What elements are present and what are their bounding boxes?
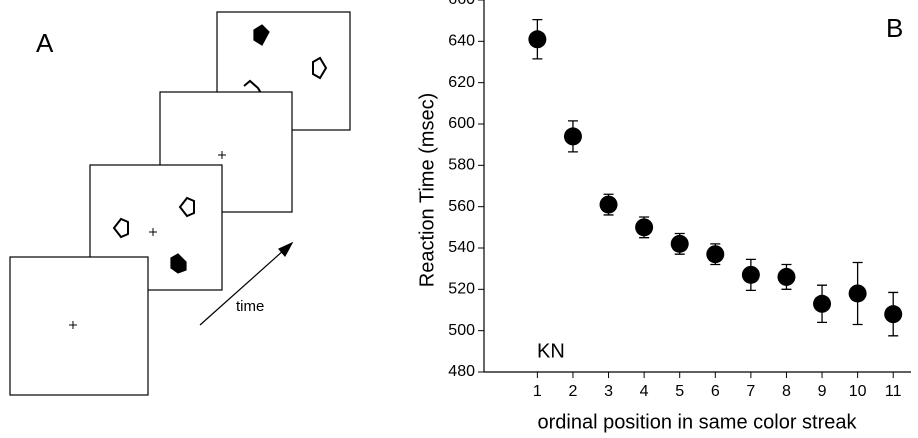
marker (884, 305, 903, 324)
marker (635, 218, 654, 237)
y-tick-label: 480 (448, 363, 475, 380)
marker (563, 127, 582, 146)
y-axis-label: Reaction Time (msec) (416, 93, 438, 288)
x-tick-label: 10 (849, 383, 867, 400)
marker (741, 265, 760, 284)
arrow-label: time (236, 298, 264, 315)
shape-outline (112, 217, 129, 239)
shape-outline (312, 56, 328, 80)
annotation: KN (537, 340, 565, 362)
x-axis-label: ordinal position in same color streak (537, 411, 857, 433)
marker (670, 234, 689, 253)
x-tick-label: 4 (640, 383, 649, 400)
y-tick-label: 600 (448, 115, 475, 132)
y-tick-label: 640 (448, 33, 475, 50)
x-tick-label: 9 (818, 383, 827, 400)
fixation (149, 228, 157, 236)
marker (848, 284, 867, 303)
target-filled (253, 24, 270, 46)
y-tick-label: 500 (448, 322, 475, 339)
y-tick-label: 580 (448, 157, 475, 174)
y-tick-label: 660 (448, 0, 475, 8)
marker (599, 195, 618, 214)
x-tick-label: 7 (746, 383, 755, 400)
y-tick-label: 540 (448, 239, 475, 256)
y-tick-label: 620 (448, 74, 475, 91)
shape-outline (178, 196, 195, 218)
x-tick-label: 5 (675, 383, 684, 400)
x-tick-label: 8 (782, 383, 791, 400)
marker (528, 30, 547, 49)
marker (813, 294, 832, 313)
y-tick-label: 560 (448, 198, 475, 215)
y-tick-label: 520 (448, 281, 475, 298)
panel-label: A (36, 28, 54, 58)
panel-label: B (886, 13, 903, 43)
x-tick-label: 6 (711, 383, 720, 400)
fixation (69, 321, 77, 329)
fixation (218, 151, 226, 159)
x-tick-label: 3 (604, 383, 613, 400)
marker (706, 245, 725, 264)
panel-a (9, 11, 351, 396)
x-tick-label: 11 (885, 383, 902, 400)
x-tick-label: 1 (533, 383, 542, 400)
marker (777, 267, 796, 286)
arrow-head (278, 241, 294, 258)
frame (9, 256, 149, 396)
time-arrow (199, 249, 285, 326)
x-tick-label: 2 (569, 383, 578, 400)
target-filled (170, 253, 187, 274)
